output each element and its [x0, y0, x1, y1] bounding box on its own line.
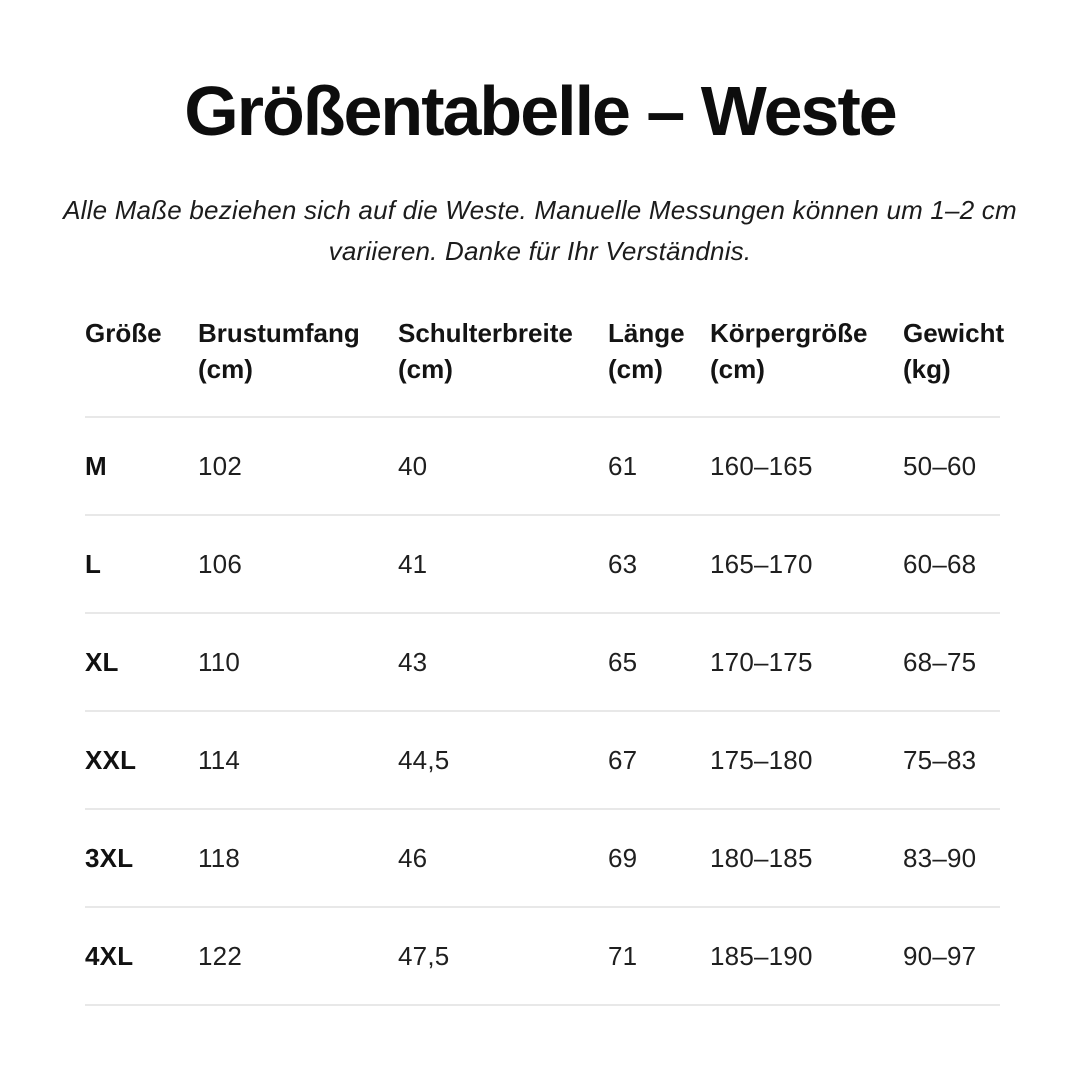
- value-cell-brustumfang: 122: [198, 940, 242, 971]
- table-header-row: Größe Brustumfang (cm) Schulterbreite (c…: [85, 318, 1004, 418]
- column-header-unit: (cm): [710, 354, 765, 384]
- value-cell-laenge: 61: [608, 450, 638, 481]
- value-cell-laenge: 63: [608, 548, 638, 579]
- value-cell-schulterbreite: 43: [398, 646, 428, 677]
- size-cell: 3XL: [85, 842, 134, 873]
- value-cell-koerpergroesse: 170–175: [710, 646, 813, 677]
- column-header-groesse: Größe: [85, 318, 198, 354]
- value-cell-laenge: 65: [608, 646, 638, 677]
- value-cell-gewicht: 60–68: [903, 548, 977, 579]
- column-header-label: Gewicht: [903, 318, 1005, 348]
- value-cell-laenge: 69: [608, 842, 638, 873]
- column-header-label: Schulterbreite: [398, 318, 573, 348]
- size-table: Größe Brustumfang (cm) Schulterbreite (c…: [85, 318, 1004, 1006]
- value-cell-koerpergroesse: 185–190: [710, 940, 813, 971]
- size-cell: XL: [85, 646, 119, 677]
- column-header-label: Größe: [85, 318, 162, 348]
- value-cell-gewicht: 90–97: [903, 940, 977, 971]
- value-cell-schulterbreite: 47,5: [398, 940, 450, 971]
- size-cell: M: [85, 450, 107, 481]
- value-cell-brustumfang: 102: [198, 450, 242, 481]
- subtitle-line-2: variieren. Danke für Ihr Verständnis.: [328, 236, 752, 266]
- column-header-laenge: Länge (cm): [608, 318, 710, 384]
- value-cell-koerpergroesse: 180–185: [710, 842, 813, 873]
- value-cell-gewicht: 75–83: [903, 744, 977, 775]
- table-row-m: M 102 40 61 160–165 50–60: [85, 418, 1000, 516]
- table-row-xl: XL 110 43 65 170–175 68–75: [85, 614, 1000, 712]
- column-header-koerpergroesse: Körpergröße (cm): [710, 318, 903, 384]
- size-cell: L: [85, 548, 102, 579]
- value-cell-brustumfang: 110: [198, 646, 241, 677]
- column-header-gewicht: Gewicht (kg): [903, 318, 1004, 384]
- value-cell-laenge: 67: [608, 744, 638, 775]
- size-cell: 4XL: [85, 940, 134, 971]
- value-cell-laenge: 71: [608, 940, 638, 971]
- page-title: Größentabelle – Weste: [184, 72, 897, 150]
- value-cell-gewicht: 83–90: [903, 842, 977, 873]
- table-row-xxl: XXL 114 44,5 67 175–180 75–83: [85, 712, 1000, 810]
- column-header-unit: (cm): [198, 354, 253, 384]
- column-header-unit: (cm): [608, 354, 663, 384]
- column-header-unit: (cm): [398, 354, 453, 384]
- column-header-unit: (kg): [903, 354, 951, 384]
- value-cell-brustumfang: 106: [198, 548, 242, 579]
- value-cell-schulterbreite: 41: [398, 548, 428, 579]
- value-cell-brustumfang: 114: [198, 744, 241, 775]
- subtitle: Alle Maße beziehen sich auf die Weste. M…: [0, 190, 1080, 272]
- value-cell-schulterbreite: 46: [398, 842, 428, 873]
- value-cell-schulterbreite: 44,5: [398, 744, 450, 775]
- column-header-label: Körpergröße: [710, 318, 868, 348]
- column-header-schulterbreite: Schulterbreite (cm): [398, 318, 608, 384]
- table-row-l: L 106 41 63 165–170 60–68: [85, 516, 1000, 614]
- value-cell-koerpergroesse: 175–180: [710, 744, 813, 775]
- column-header-label: Länge: [608, 318, 685, 348]
- value-cell-schulterbreite: 40: [398, 450, 428, 481]
- value-cell-brustumfang: 118: [198, 842, 241, 873]
- value-cell-koerpergroesse: 160–165: [710, 450, 813, 481]
- column-header-label: Brustumfang: [198, 318, 360, 348]
- table-row-3xl: 3XL 118 46 69 180–185 83–90: [85, 810, 1000, 908]
- value-cell-gewicht: 68–75: [903, 646, 977, 677]
- column-header-brustumfang: Brustumfang (cm): [198, 318, 398, 384]
- table-row-4xl: 4XL 122 47,5 71 185–190 90–97: [85, 908, 1000, 1006]
- value-cell-gewicht: 50–60: [903, 450, 977, 481]
- subtitle-line-1: Alle Maße beziehen sich auf die Weste. M…: [63, 195, 1017, 225]
- value-cell-koerpergroesse: 165–170: [710, 548, 813, 579]
- size-cell: XXL: [85, 744, 137, 775]
